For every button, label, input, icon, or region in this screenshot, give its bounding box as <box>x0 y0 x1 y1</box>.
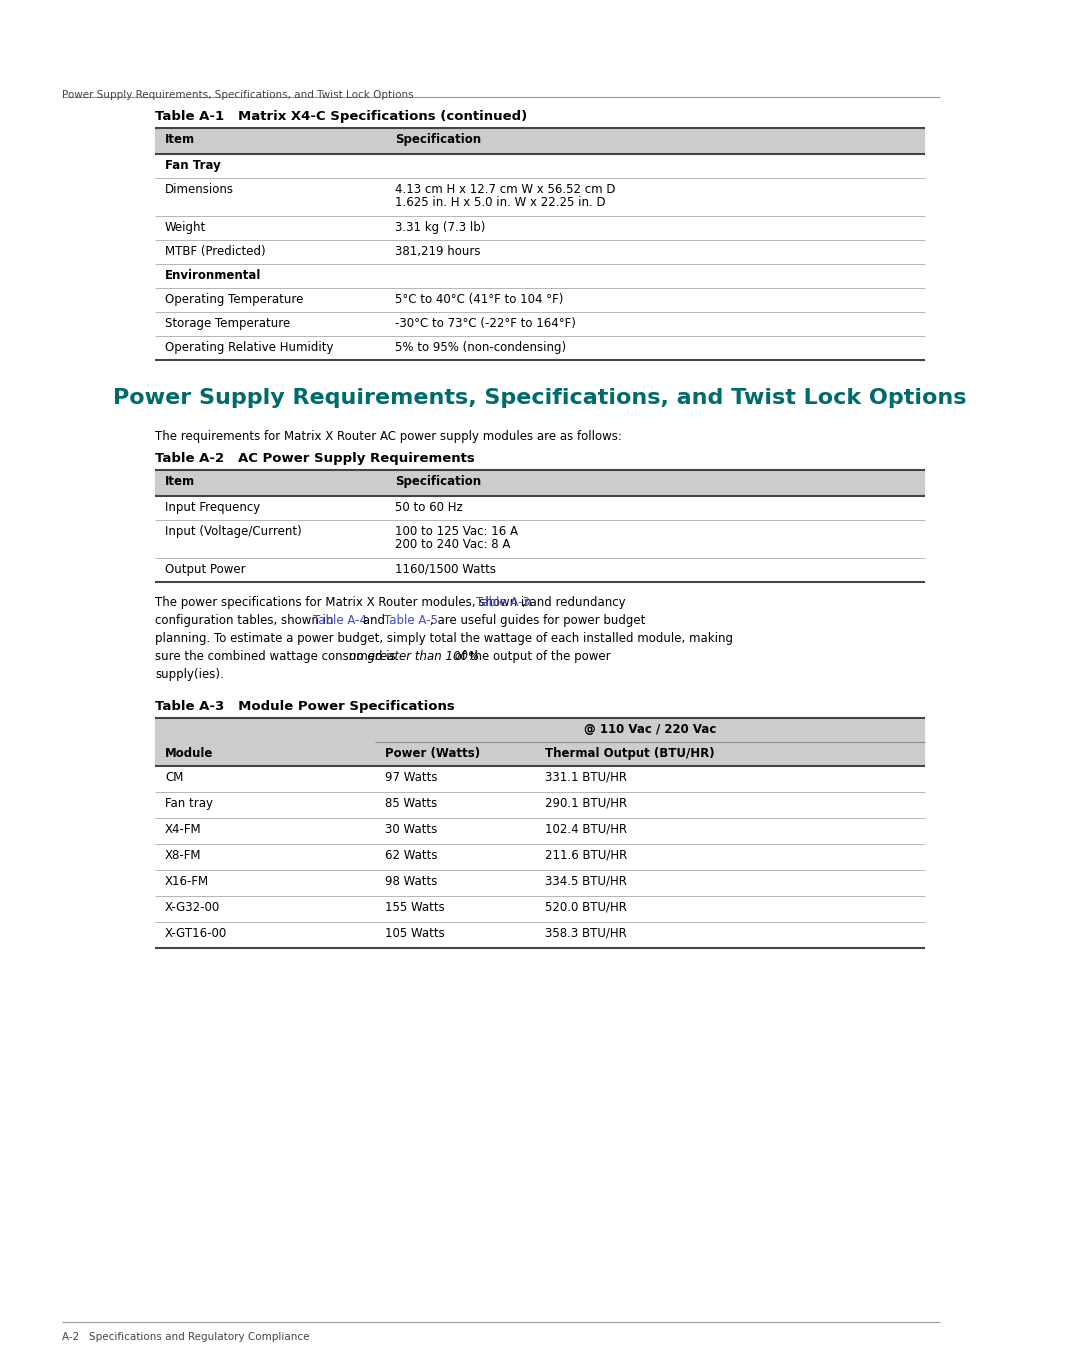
Text: Operating Temperature: Operating Temperature <box>165 293 303 306</box>
Text: 358.3 BTU/HR: 358.3 BTU/HR <box>545 928 626 940</box>
Text: , and redundancy: , and redundancy <box>523 596 625 608</box>
Text: 200 to 240 Vac: 8 A: 200 to 240 Vac: 8 A <box>395 537 511 551</box>
Text: X16-FM: X16-FM <box>165 874 210 888</box>
Text: Table A-2   AC Power Supply Requirements: Table A-2 AC Power Supply Requirements <box>156 451 475 465</box>
Text: of the output of the power: of the output of the power <box>450 651 610 663</box>
Text: planning. To estimate a power budget, simply total the wattage of each installed: planning. To estimate a power budget, si… <box>156 632 733 645</box>
Text: Power (Watts): Power (Watts) <box>384 747 481 760</box>
Text: 50 to 60 Hz: 50 to 60 Hz <box>395 501 462 514</box>
Text: Power Supply Requirements, Specifications, and Twist Lock Options: Power Supply Requirements, Specification… <box>62 90 414 100</box>
Text: The requirements for Matrix X Router AC power supply modules are as follows:: The requirements for Matrix X Router AC … <box>156 430 622 443</box>
Text: and: and <box>359 614 389 627</box>
Text: Weight: Weight <box>165 221 206 235</box>
Text: Specification: Specification <box>395 134 481 146</box>
Text: 85 Watts: 85 Watts <box>384 797 437 810</box>
Text: no greater than 100%: no greater than 100% <box>349 651 478 663</box>
Text: 290.1 BTU/HR: 290.1 BTU/HR <box>545 797 627 810</box>
Text: 3.31 kg (7.3 lb): 3.31 kg (7.3 lb) <box>395 221 485 235</box>
Text: Environmental: Environmental <box>165 269 261 282</box>
Text: Output Power: Output Power <box>165 563 245 576</box>
Text: sure the combined wattage consumed is: sure the combined wattage consumed is <box>156 651 400 663</box>
Text: 1.625 in. H x 5.0 in. W x 22.25 in. D: 1.625 in. H x 5.0 in. W x 22.25 in. D <box>395 196 606 209</box>
Text: Dimensions: Dimensions <box>165 183 234 196</box>
Text: X-G32-00: X-G32-00 <box>165 902 220 914</box>
Text: 1160/1500 Watts: 1160/1500 Watts <box>395 563 496 576</box>
Text: Fan tray: Fan tray <box>165 797 213 810</box>
Text: Thermal Output (BTU/HR): Thermal Output (BTU/HR) <box>545 747 715 760</box>
Text: Operating Relative Humidity: Operating Relative Humidity <box>165 341 334 355</box>
Text: 381,219 hours: 381,219 hours <box>395 246 481 258</box>
Bar <box>156 717 924 742</box>
Bar <box>156 742 924 767</box>
Text: 30 Watts: 30 Watts <box>384 822 437 836</box>
Text: 5°C to 40°C (41°F to 104 °F): 5°C to 40°C (41°F to 104 °F) <box>395 293 564 306</box>
Text: Fan Tray: Fan Tray <box>165 160 220 172</box>
Text: 102.4 BTU/HR: 102.4 BTU/HR <box>545 822 627 836</box>
Text: 211.6 BTU/HR: 211.6 BTU/HR <box>545 848 627 862</box>
Text: Power Supply Requirements, Specifications, and Twist Lock Options: Power Supply Requirements, Specification… <box>113 387 967 408</box>
Text: 4.13 cm H x 12.7 cm W x 56.52 cm D: 4.13 cm H x 12.7 cm W x 56.52 cm D <box>395 183 616 196</box>
Text: Specification: Specification <box>395 475 481 488</box>
Text: 334.5 BTU/HR: 334.5 BTU/HR <box>545 874 626 888</box>
Text: Table A-4: Table A-4 <box>313 614 367 627</box>
Text: X4-FM: X4-FM <box>165 822 202 836</box>
Text: 5% to 95% (non-condensing): 5% to 95% (non-condensing) <box>395 341 566 355</box>
Text: Input Frequency: Input Frequency <box>165 501 260 514</box>
Text: X-GT16-00: X-GT16-00 <box>165 928 227 940</box>
Bar <box>156 471 924 496</box>
Text: Table A-3   Module Power Specifications: Table A-3 Module Power Specifications <box>156 700 455 713</box>
Text: The power specifications for Matrix X Router modules, shown in: The power specifications for Matrix X Ro… <box>156 596 536 608</box>
Bar <box>156 128 924 154</box>
Text: supply(ies).: supply(ies). <box>156 668 224 681</box>
Text: 98 Watts: 98 Watts <box>384 874 437 888</box>
Text: 520.0 BTU/HR: 520.0 BTU/HR <box>545 902 626 914</box>
Text: , are useful guides for power budget: , are useful guides for power budget <box>431 614 646 627</box>
Text: Storage Temperature: Storage Temperature <box>165 316 291 330</box>
Text: -30°C to 73°C (-22°F to 164°F): -30°C to 73°C (-22°F to 164°F) <box>395 316 576 330</box>
Text: Table A-1   Matrix X4-C Specifications (continued): Table A-1 Matrix X4-C Specifications (co… <box>156 110 527 123</box>
Text: Table A-5: Table A-5 <box>384 614 438 627</box>
Text: X8-FM: X8-FM <box>165 848 202 862</box>
Text: Item: Item <box>165 475 195 488</box>
Text: A-2   Specifications and Regulatory Compliance: A-2 Specifications and Regulatory Compli… <box>62 1333 310 1342</box>
Text: MTBF (Predicted): MTBF (Predicted) <box>165 246 266 258</box>
Text: 97 Watts: 97 Watts <box>384 771 437 784</box>
Text: 62 Watts: 62 Watts <box>384 848 437 862</box>
Text: @ 110 Vac / 220 Vac: @ 110 Vac / 220 Vac <box>584 723 716 737</box>
Text: CM: CM <box>165 771 184 784</box>
Text: 105 Watts: 105 Watts <box>384 928 445 940</box>
Text: Module: Module <box>165 747 214 760</box>
Text: Table A-3: Table A-3 <box>476 596 530 608</box>
Text: 100 to 125 Vac: 16 A: 100 to 125 Vac: 16 A <box>395 525 518 537</box>
Text: Item: Item <box>165 134 195 146</box>
Text: 155 Watts: 155 Watts <box>384 902 445 914</box>
Text: 331.1 BTU/HR: 331.1 BTU/HR <box>545 771 627 784</box>
Text: configuration tables, shown in: configuration tables, shown in <box>156 614 337 627</box>
Text: Input (Voltage/Current): Input (Voltage/Current) <box>165 525 301 537</box>
